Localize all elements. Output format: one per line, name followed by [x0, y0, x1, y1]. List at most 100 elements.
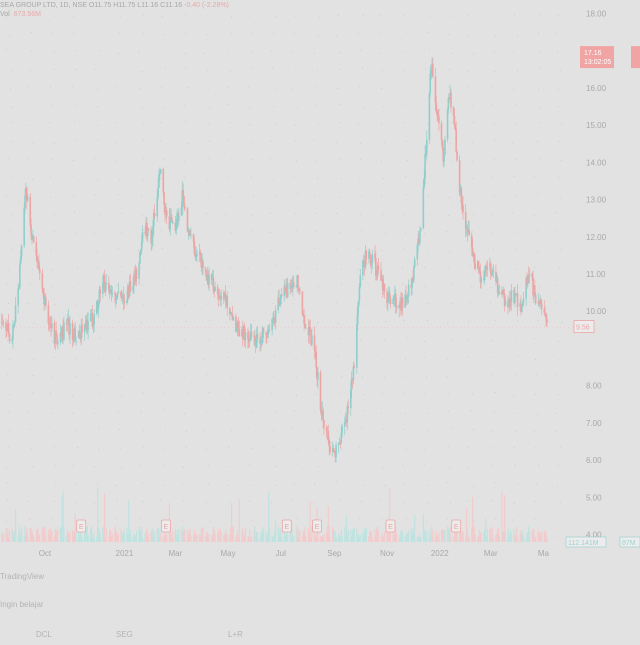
- grid-dot: [402, 122, 405, 124]
- volume-bar: [371, 537, 373, 542]
- grid-dot: [141, 195, 143, 197]
- volume-bar: [402, 531, 404, 542]
- grid-dot: [270, 502, 273, 504]
- volume-bar: [388, 531, 390, 542]
- grid-dot: [384, 321, 386, 323]
- volume-bar: [448, 527, 450, 542]
- candle: [235, 316, 237, 332]
- grid-dot: [341, 177, 343, 179]
- candle: [78, 330, 81, 339]
- candle: [248, 338, 251, 342]
- volume-bar: [501, 490, 503, 542]
- candle: [416, 244, 419, 260]
- candle: [23, 208, 25, 246]
- grid-dot: [559, 501, 561, 503]
- grid-dot: [73, 194, 75, 196]
- volume-bar: [54, 528, 56, 542]
- grid-dot: [467, 70, 470, 72]
- candle: [290, 286, 292, 289]
- earnings-marker[interactable]: [451, 519, 462, 533]
- candle: [95, 301, 98, 315]
- grid-dot: [317, 285, 319, 287]
- candle: [6, 323, 9, 331]
- candle: [519, 303, 521, 307]
- grid-dot: [73, 121, 75, 123]
- earnings-marker[interactable]: [281, 519, 292, 533]
- grid-dot: [313, 52, 315, 54]
- grid-dot: [120, 232, 123, 234]
- volume-bar: [395, 532, 398, 542]
- grid-dot: [512, 52, 515, 54]
- earnings-marker[interactable]: [312, 519, 322, 533]
- candle: [273, 317, 275, 319]
- volume-bar: [266, 533, 268, 542]
- grid-dot: [426, 429, 429, 431]
- volume-bar: [325, 531, 328, 542]
- grid-dot: [471, 231, 473, 233]
- grid-dot: [186, 247, 188, 249]
- grid-dot: [141, 106, 143, 109]
- volume-bar: [466, 529, 469, 542]
- candle: [54, 330, 57, 344]
- grid-dot: [97, 374, 99, 376]
- candle: [229, 307, 231, 314]
- grid-dot: [208, 392, 210, 394]
- volume-bar: [383, 535, 385, 542]
- earnings-marker[interactable]: [76, 519, 87, 533]
- grid-dot: [228, 176, 230, 179]
- grid-dot: [447, 410, 450, 412]
- volume-bar: [424, 528, 426, 542]
- grid-dot: [269, 283, 272, 285]
- candle: [123, 301, 126, 304]
- volume-bar: [495, 534, 497, 542]
- candle: [255, 334, 258, 348]
- volume-bar: [489, 528, 491, 542]
- candle: [226, 295, 229, 308]
- grid-dot: [33, 249, 35, 251]
- candle: [474, 263, 476, 269]
- volume-bar: [434, 535, 437, 542]
- grid-dot: [71, 85, 74, 87]
- earnings-marker[interactable]: [385, 519, 396, 533]
- candle: [462, 205, 464, 212]
- grid-dot: [138, 51, 140, 53]
- grid-dot: [142, 392, 144, 394]
- grid-dot: [117, 339, 119, 341]
- volume-bar: [317, 530, 319, 542]
- candle: [267, 329, 270, 331]
- grid-dot: [449, 466, 451, 468]
- candle: [147, 228, 150, 230]
- volume-bar: [156, 527, 158, 542]
- candle: [32, 236, 35, 243]
- grid-dot: [533, 214, 535, 216]
- volume-bar: [514, 534, 516, 542]
- grid-dot: [296, 518, 298, 520]
- volume-bar: [25, 533, 27, 542]
- grid-dot: [274, 89, 276, 91]
- volume-bar: [483, 531, 485, 542]
- volume-bar: [519, 533, 521, 542]
- candle: [508, 298, 511, 307]
- grid-dot: [163, 393, 165, 395]
- grid-dot: [316, 85, 318, 88]
- volume-bar: [362, 531, 364, 542]
- candle: [310, 330, 312, 345]
- candle: [65, 322, 68, 324]
- earnings-marker[interactable]: [160, 519, 171, 533]
- volume-bar: [44, 526, 46, 542]
- candle: [435, 102, 438, 111]
- candle: [419, 230, 421, 243]
- volume-bar: [60, 527, 62, 542]
- grid-dot: [384, 485, 386, 487]
- grid-dot: [296, 463, 298, 465]
- grid-dot: [247, 427, 249, 430]
- candle: [515, 293, 518, 294]
- volume-bar: [503, 531, 505, 542]
- volume-bar: [12, 530, 14, 542]
- candle: [325, 427, 328, 432]
- grid-dot: [253, 320, 255, 322]
- candle: [171, 217, 173, 223]
- volume-bar: [205, 531, 208, 542]
